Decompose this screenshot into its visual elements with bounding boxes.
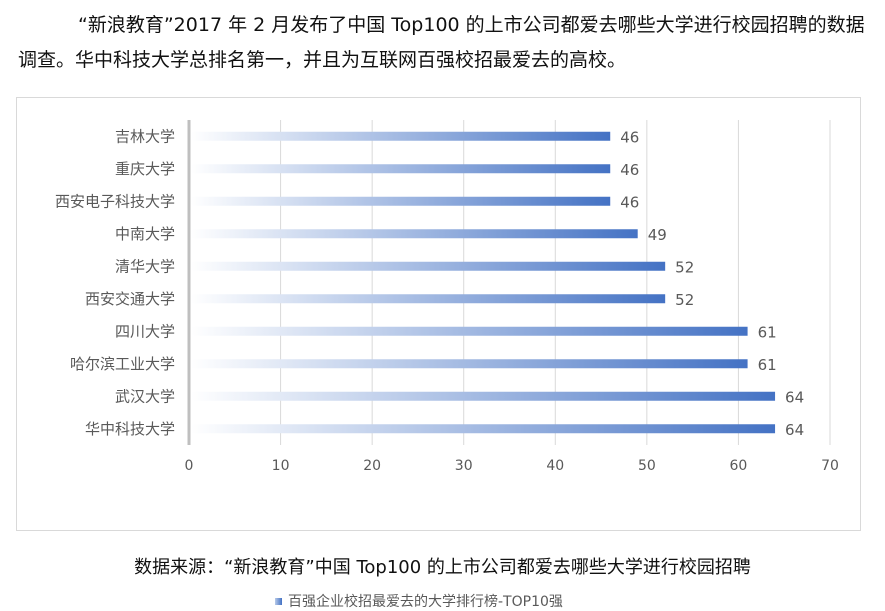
category-label: 四川大学 [115, 322, 175, 340]
category-label: 中南大学 [115, 225, 175, 243]
chart-container: 0 10 20 30 40 50 60 70 吉林大学 46 重庆大学 46 西安电子科技大学 46 中南大… [16, 97, 861, 610]
x-tick-label: 30 [455, 458, 473, 474]
category-label: 吉林大学 [115, 127, 175, 145]
x-tick-label: 40 [546, 458, 564, 474]
bar [191, 261, 666, 271]
legend-label: 百强企业校招最爱去的大学排行榜-TOP10强 [288, 594, 563, 610]
data-label: 49 [648, 226, 667, 244]
category-label: 重庆大学 [115, 160, 175, 178]
bar [191, 326, 748, 336]
bar [191, 196, 611, 206]
x-tick-label: 50 [638, 458, 656, 474]
bar [191, 229, 638, 239]
x-tick-label: 10 [272, 458, 290, 474]
legend: 百强企业校招最爱去的大学排行榜-TOP10强 [275, 591, 563, 611]
data-label: 64 [785, 388, 804, 406]
bar [191, 359, 748, 369]
category-label: 华中科技大学 [85, 420, 175, 438]
bar-chart: 0 10 20 30 40 50 60 70 吉林大学 46 重庆大学 46 西安电子科技大学 46 中南大… [55, 120, 839, 474]
bar [191, 131, 611, 141]
source-note: 数据来源：“新浪教育”中国 Top100 的上市公司都爱去哪些大学进行校园招聘 [134, 557, 751, 578]
category-label: 西安电子科技大学 [55, 192, 175, 210]
data-label: 46 [620, 193, 639, 211]
bars [191, 131, 776, 434]
x-tick-label: 70 [821, 458, 839, 474]
x-tick-label: 20 [363, 458, 381, 474]
category-label: 西安交通大学 [85, 290, 175, 308]
data-label: 61 [758, 356, 777, 374]
category-label: 武汉大学 [115, 387, 175, 405]
data-label: 52 [675, 291, 694, 309]
labels: 0 10 20 30 40 50 60 70 吉林大学 46 重庆大学 46 西安电子科技大学 46 中南大… [55, 127, 839, 474]
x-tick-label: 0 [185, 458, 194, 474]
data-label: 46 [620, 161, 639, 179]
legend-swatch [275, 597, 282, 605]
data-label: 52 [675, 258, 694, 276]
intro-paragraph: “新浪教育”2017 年 2 月发布了中国 Top100 的上市公司都爱去哪些大… [18, 14, 865, 71]
data-label: 64 [785, 421, 804, 439]
gridlines [187, 120, 831, 445]
category-label: 清华大学 [115, 257, 175, 275]
category-label: 哈尔滨工业大学 [70, 355, 175, 373]
data-label: 46 [620, 128, 639, 146]
bar [191, 294, 666, 304]
bar [191, 424, 776, 434]
x-tick-label: 60 [730, 458, 748, 474]
bar [191, 391, 776, 401]
bar [191, 164, 611, 174]
data-label: 61 [758, 323, 777, 341]
